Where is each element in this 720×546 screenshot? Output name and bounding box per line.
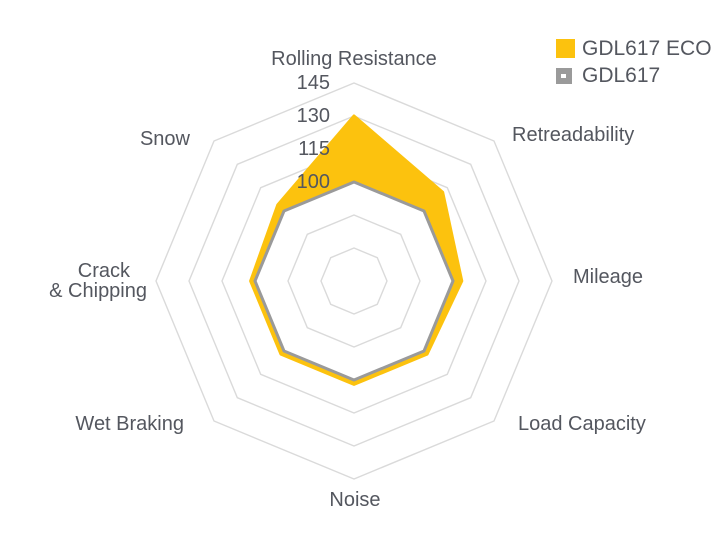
axis-label-crack-chipping-line2: & Chipping [49,280,147,302]
grid-ring-145 [155,82,553,480]
tick-label-145: 145 [297,72,330,94]
legend-label-gdl617-eco: GDL617 ECO [582,36,712,60]
legend-swatch-box [556,39,582,58]
axis-label-retreadability: Retreadability [512,124,634,146]
legend-swatch-gdl617-icon [556,67,572,84]
axis-label-rolling-resistance: Rolling Resistance [271,48,437,70]
grid-ring-85 [287,214,421,348]
axis-label-noise: Noise [329,489,380,511]
axis-label-crack-chipping-line1: Crack [78,260,131,282]
grid-ring-115 [221,148,487,414]
axis-label-mileage: Mileage [573,266,643,288]
grid-ring-130 [188,115,520,447]
tick-label-130: 130 [297,105,330,127]
chart-legend: GDL617 ECO GDL617 [556,36,712,90]
series-outline-gdl617-eco [249,114,464,386]
legend-swatch-dot [561,73,566,78]
axis-label-load-capacity: Load Capacity [518,413,646,435]
tick-label-100: 100 [297,171,330,193]
tick-label-115: 115 [298,138,330,160]
grid-ring-70 [320,247,388,315]
series-band-gdl617-eco [250,116,462,385]
legend-item-gdl617-eco: GDL617 ECO [556,36,712,61]
axis-label-wet-braking: Wet Braking [75,413,184,435]
legend-item-gdl617: GDL617 [556,63,712,88]
axis-label-snow: Snow [140,128,191,150]
legend-swatch-box [556,67,582,84]
legend-label-gdl617: GDL617 [582,63,661,87]
series-outline-gdl617 [253,180,455,382]
legend-swatch-eco-icon [556,39,575,58]
